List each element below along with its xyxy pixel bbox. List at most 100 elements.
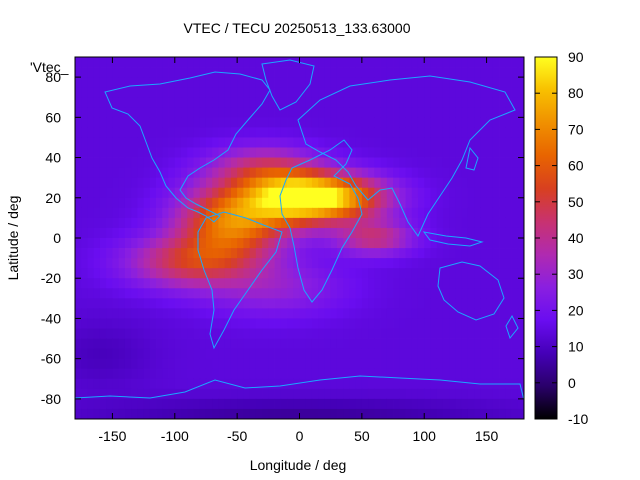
heatmap-cell	[417, 308, 425, 319]
heatmap-cell	[237, 348, 244, 360]
heatmap-cell	[311, 358, 319, 370]
heatmap-cell	[461, 308, 469, 319]
heatmap-cell	[243, 157, 251, 169]
heatmap-cell	[474, 57, 481, 68]
heatmap-cell	[75, 177, 82, 189]
heatmap-cell	[199, 378, 207, 390]
heatmap-cell	[461, 127, 469, 138]
heatmap-cell	[361, 87, 369, 98]
heatmap-cell	[517, 97, 524, 108]
heatmap-cell	[368, 298, 375, 309]
heatmap-cell	[474, 368, 481, 380]
heatmap-cell	[492, 408, 500, 419]
heatmap-cell	[430, 288, 438, 299]
heatmap-cell	[374, 197, 381, 209]
heatmap-cell	[330, 117, 338, 128]
heatmap-cell	[461, 87, 469, 98]
heatmap-cell	[262, 378, 269, 390]
heatmap-cell	[230, 278, 238, 289]
heatmap-cell	[99, 348, 107, 360]
heatmap-cell	[486, 67, 494, 78]
heatmap-cell	[318, 77, 325, 88]
heatmap-cell	[368, 107, 375, 118]
heatmap-cell	[243, 408, 251, 419]
heatmap-cell	[149, 227, 157, 239]
heatmap-cell	[405, 157, 413, 169]
heatmap-cell	[162, 137, 169, 148]
heatmap-cell	[255, 398, 263, 410]
heatmap-cell	[349, 147, 357, 158]
heatmap-cell	[386, 67, 394, 78]
heatmap-cell	[405, 207, 413, 219]
heatmap-cell	[287, 227, 294, 239]
heatmap-cell	[268, 97, 275, 108]
heatmap-cell	[230, 167, 238, 179]
heatmap-cell	[106, 288, 113, 299]
heatmap-cell	[199, 278, 207, 289]
heatmap-cell	[380, 87, 388, 98]
heatmap-cell	[280, 207, 288, 219]
heatmap-cell	[181, 358, 188, 370]
heatmap-cell	[243, 318, 251, 329]
heatmap-cell	[149, 318, 157, 329]
heatmap-cell	[505, 288, 512, 299]
heatmap-cell	[411, 348, 419, 360]
heatmap-cell	[87, 348, 95, 360]
heatmap-cell	[287, 328, 294, 339]
heatmap-cell	[293, 278, 300, 289]
heatmap-cell	[430, 358, 438, 370]
heatmap-cell	[75, 388, 82, 400]
heatmap-cell	[324, 238, 332, 249]
heatmap-cell	[162, 207, 169, 219]
heatmap-cell	[449, 378, 456, 390]
heatmap-cell	[118, 177, 126, 189]
heatmap-cell	[224, 97, 232, 108]
heatmap-cell	[424, 288, 431, 299]
heatmap-cell	[405, 177, 413, 189]
heatmap-cell	[492, 358, 500, 370]
heatmap-cell	[511, 87, 519, 98]
heatmap-cell	[330, 378, 338, 390]
heatmap-cell	[405, 308, 413, 319]
heatmap-cell	[205, 398, 213, 410]
heatmap-cell	[305, 258, 313, 269]
heatmap-cell	[305, 197, 313, 209]
heatmap-cell	[480, 328, 487, 339]
heatmap-cell	[305, 368, 313, 380]
heatmap-cell	[293, 398, 300, 410]
heatmap-cell	[181, 378, 188, 390]
heatmap-cell	[181, 127, 188, 138]
heatmap-cell	[449, 288, 456, 299]
heatmap-cell	[355, 77, 363, 88]
heatmap-cell	[168, 308, 176, 319]
heatmap-cell	[137, 177, 144, 189]
heatmap-cell	[511, 177, 519, 189]
heatmap-cell	[380, 238, 388, 249]
heatmap-cell	[417, 87, 425, 98]
x-tick-label: -100	[161, 428, 189, 444]
heatmap-cell	[374, 217, 381, 229]
heatmap-cell	[386, 338, 394, 350]
heatmap-cell	[405, 368, 413, 380]
heatmap-cell	[330, 167, 338, 179]
heatmap-cell	[349, 157, 357, 169]
heatmap-cell	[299, 97, 307, 108]
heatmap-cell	[467, 207, 475, 219]
heatmap-cell	[162, 117, 169, 128]
heatmap-cell	[124, 207, 132, 219]
heatmap-cell	[131, 187, 138, 199]
heatmap-cell	[311, 288, 319, 299]
heatmap-cell	[467, 298, 475, 309]
heatmap-cell	[474, 97, 481, 108]
heatmap-cell	[112, 318, 120, 329]
heatmap-cell	[156, 408, 163, 419]
heatmap-cell	[430, 238, 438, 249]
heatmap-cell	[486, 127, 494, 138]
heatmap-cell	[168, 57, 176, 68]
heatmap-cells	[75, 57, 524, 419]
heatmap-cell	[131, 318, 138, 329]
heatmap-cell	[374, 288, 381, 299]
heatmap-cell	[511, 338, 519, 350]
heatmap-cell	[499, 258, 506, 269]
heatmap-cell	[505, 127, 512, 138]
